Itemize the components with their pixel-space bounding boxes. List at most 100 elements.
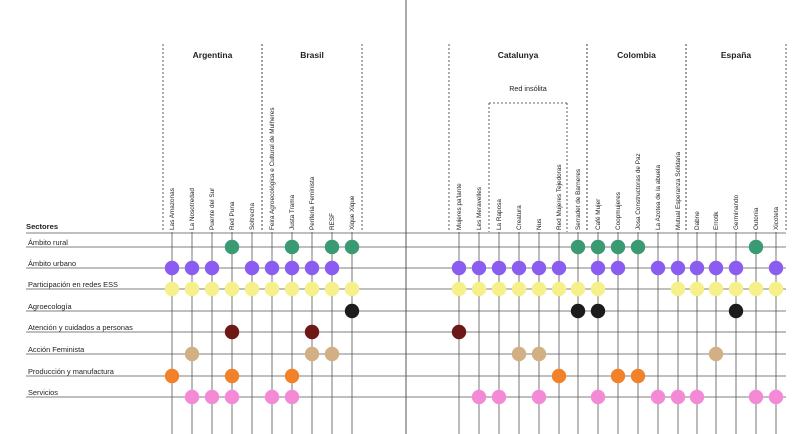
data-dot [471, 260, 487, 276]
data-dot [304, 281, 320, 297]
data-dot [570, 239, 586, 255]
data-dot [610, 368, 626, 384]
data-dot [650, 260, 666, 276]
entity-label: Les Meravelles [476, 187, 483, 230]
entity-label: Serradet de Barneres [575, 169, 582, 230]
data-dot [344, 303, 360, 319]
data-dot [164, 260, 180, 276]
data-dot [204, 389, 220, 405]
data-dot [768, 260, 784, 276]
data-dot [590, 260, 606, 276]
data-dot [344, 281, 360, 297]
data-dot [284, 239, 300, 255]
data-dot [324, 260, 340, 276]
sector-label: Servicios [28, 388, 58, 397]
data-dot [748, 389, 764, 405]
data-dot [670, 281, 686, 297]
entity-label: Coopmujeres [615, 192, 622, 230]
entity-label: Creatura [516, 205, 523, 230]
data-dot [708, 281, 724, 297]
country-label: Argentina [193, 50, 233, 60]
entity-label: Justa Trama [289, 194, 296, 230]
data-dot [531, 260, 547, 276]
data-dot [728, 303, 744, 319]
data-dot [244, 260, 260, 276]
data-dot [184, 260, 200, 276]
data-dot [610, 260, 626, 276]
country-label: Catalunya [498, 50, 539, 60]
entity-label: Xique Xique [349, 195, 356, 230]
data-dot [451, 260, 467, 276]
data-dot [570, 303, 586, 319]
entity-label: Red Mujeres Tejedoras [556, 164, 563, 230]
sector-label: Acción Feminista [28, 345, 85, 354]
data-dot [324, 346, 340, 362]
entity-label: Josa Constructoras de Paz [635, 153, 642, 230]
country-label: España [721, 50, 752, 60]
data-dot [344, 239, 360, 255]
sector-label: Participación en redes ESS [28, 280, 118, 289]
data-dot [531, 346, 547, 362]
data-dot [689, 281, 705, 297]
data-dot [224, 324, 240, 340]
entity-label: Xicoteta [773, 206, 780, 230]
data-dot [284, 260, 300, 276]
data-dot [768, 281, 784, 297]
entity-label: Mutual Esperanza Solidaria [675, 151, 682, 230]
data-dot [184, 346, 200, 362]
data-dot [689, 389, 705, 405]
data-dot [511, 260, 527, 276]
sector-label: Ámbito urbano [28, 259, 76, 268]
data-dot [650, 389, 666, 405]
entity-label: Dabne [694, 211, 701, 230]
data-dot [184, 389, 200, 405]
entity-label: Puente del Sur [209, 187, 216, 230]
data-dot [531, 281, 547, 297]
data-dot [551, 368, 567, 384]
data-dot [590, 239, 606, 255]
data-dot [610, 239, 626, 255]
data-dot [451, 281, 467, 297]
data-dot [304, 324, 320, 340]
entity-label: Red Puna [229, 201, 236, 230]
data-dot [511, 346, 527, 362]
data-dot [264, 260, 280, 276]
data-dot [264, 281, 280, 297]
subgroup-label: Red insólita [509, 84, 547, 93]
label-layer: Ámbito rural Ámbito urbano Participación e… [28, 50, 780, 397]
data-dot [164, 281, 180, 297]
entity-label: RESF [329, 213, 336, 230]
entity-label: La Nosotredad [189, 188, 196, 230]
entity-label: Nus [536, 219, 543, 230]
data-dot [471, 281, 487, 297]
entity-label: Café Mujer [595, 198, 602, 230]
data-dot [670, 260, 686, 276]
entity-label: La Azotea de la abuela [655, 165, 662, 230]
data-dot [284, 368, 300, 384]
data-dot [630, 368, 646, 384]
data-dot [284, 389, 300, 405]
data-dot [284, 281, 300, 297]
entity-label: Las Amazonas [169, 188, 176, 230]
data-dot [590, 303, 606, 319]
data-dot [768, 389, 784, 405]
data-dot [551, 281, 567, 297]
entity-label: Feira Agroecológica e Cultural de Mulher… [269, 107, 276, 230]
data-dot [511, 281, 527, 297]
data-dot [728, 260, 744, 276]
dot-layer [164, 239, 784, 405]
data-dot [708, 346, 724, 362]
data-dot [451, 324, 467, 340]
data-dot [471, 389, 487, 405]
entity-label: Mujeres pa'lante [456, 183, 463, 230]
data-dot [590, 389, 606, 405]
sector-label: Producción y manufactura [28, 367, 115, 376]
data-dot [164, 368, 180, 384]
data-dot [244, 281, 260, 297]
data-dot [324, 281, 340, 297]
data-dot [324, 239, 340, 255]
entity-label: Soltrecha [249, 203, 256, 230]
data-dot [304, 346, 320, 362]
entity-label: Outonia [753, 207, 760, 230]
